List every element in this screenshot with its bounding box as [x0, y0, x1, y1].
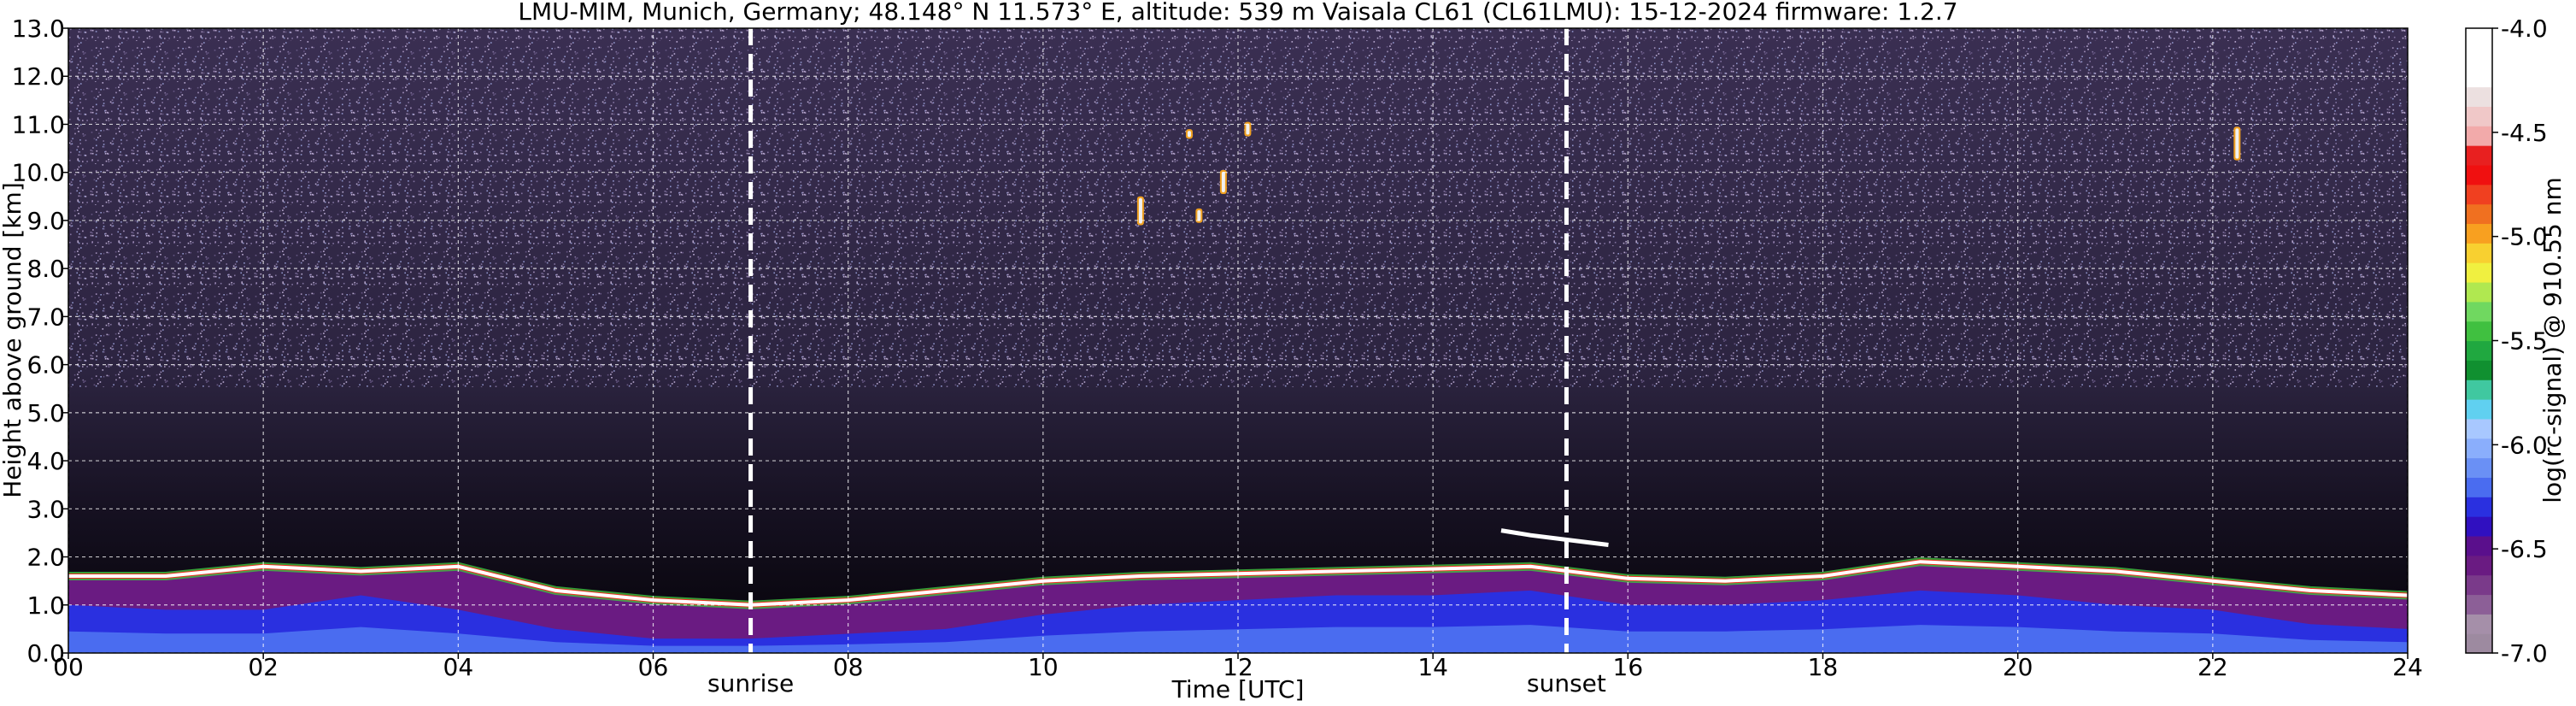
- colorbar-tick-label: -5.0: [2501, 223, 2548, 251]
- x-tick-label: 16: [1613, 653, 1644, 681]
- colorbar-segment: [2466, 516, 2492, 537]
- y-axis-ticks: 0.0 1.0 2.0 3.0 4.0 5.0 6.0 7.0 8.0 9.0 10.0 11.0 12…: [12, 15, 68, 668]
- colorbar: -7.0 -6.5 -6.0 -5.5 -5.0 -4.5 -4.0: [2465, 15, 2548, 668]
- cirrus-cloud-core: [1138, 197, 1142, 224]
- cirrus-cloud-core: [1197, 209, 1201, 221]
- colorbar-segment: [2466, 281, 2492, 303]
- x-tick-label: 22: [2198, 653, 2228, 681]
- colorbar-segment: [2466, 67, 2492, 88]
- sunset-label: sunset: [1527, 669, 1606, 697]
- colorbar-segment: [2466, 184, 2492, 205]
- colorbar-segment: [2466, 399, 2492, 420]
- x-tick-label: 02: [248, 653, 279, 681]
- colorbar-segment: [2466, 379, 2492, 400]
- y-tick-label: 8.0: [26, 255, 65, 283]
- cirrus-cloud-core: [1246, 123, 1250, 135]
- colorbar-segment: [2466, 301, 2492, 322]
- x-tick-label: 00: [53, 653, 84, 681]
- x-tick-label: 06: [638, 653, 669, 681]
- sun-marker-labels: sunrise sunset: [707, 669, 1606, 697]
- colorbar-segment: [2466, 438, 2492, 459]
- x-tick-label: 12: [1223, 653, 1253, 681]
- y-tick-label: 0.0: [26, 639, 65, 668]
- x-tick-label: 24: [2392, 653, 2423, 681]
- colorbar-segment: [2466, 360, 2492, 380]
- colorbar-segment: [2466, 340, 2492, 361]
- cirrus-cloud-core: [1187, 131, 1191, 138]
- colorbar-tick-label: -4.0: [2501, 15, 2548, 43]
- y-axis-label: Height above ground [km]: [0, 182, 26, 498]
- chart-title: LMU-MIM, Munich, Germany; 48.148° N 11.5…: [518, 0, 1957, 26]
- sunrise-label: sunrise: [707, 669, 794, 697]
- colorbar-segment: [2466, 418, 2492, 439]
- y-tick-label: 4.0: [26, 447, 65, 475]
- x-tick-label: 10: [1028, 653, 1059, 681]
- y-tick-label: 3.0: [26, 495, 65, 523]
- colorbar-segment: [2466, 47, 2492, 68]
- colorbar-segment: [2466, 86, 2492, 107]
- colorbar-segment: [2466, 223, 2492, 244]
- y-tick-label: 2.0: [26, 544, 65, 572]
- colorbar-segment: [2466, 535, 2492, 556]
- colorbar-tick-label: -5.5: [2501, 327, 2548, 356]
- x-tick-label: 14: [1417, 653, 1448, 681]
- colorbar-segment: [2466, 633, 2492, 654]
- boundary-layer-edge-white: [68, 560, 2408, 607]
- x-tick-label: 18: [1808, 653, 1839, 681]
- colorbar-segment: [2466, 477, 2492, 497]
- elevated-aerosol-layer: [1500, 528, 1609, 547]
- y-tick-label: 1.0: [26, 591, 65, 620]
- colorbar-segment: [2466, 262, 2492, 283]
- colorbar-tick-label: -6.5: [2501, 535, 2548, 563]
- x-tick-label: 04: [443, 653, 474, 681]
- y-tick-label: 7.0: [26, 303, 65, 331]
- plot-area: [68, 28, 2408, 653]
- colorbar-label: log(rc-signal) @ 910.55 nm: [2538, 177, 2567, 503]
- colorbar-segment: [2466, 28, 2492, 49]
- colorbar-segment: [2466, 457, 2492, 478]
- x-tick-label: 20: [2003, 653, 2033, 681]
- x-axis-label: Time [UTC]: [1171, 675, 1305, 703]
- x-axis-ticks: 00 02 04 06 08 10 12 14 16 18 20 22 24: [53, 653, 2423, 681]
- y-tick-label: 9.0: [26, 207, 65, 235]
- colorbar-segment: [2466, 574, 2492, 596]
- cirrus-cloud-core: [2235, 128, 2239, 159]
- colorbar-segment: [2466, 106, 2492, 126]
- colorbar-segment: [2466, 203, 2492, 225]
- y-tick-label: 6.0: [26, 351, 65, 379]
- colorbar-segment: [2466, 555, 2492, 576]
- y-tick-label: 11.0: [12, 110, 65, 138]
- colorbar-segment: [2466, 126, 2492, 146]
- gridlines: [68, 28, 2408, 653]
- cirrus-cloud-core: [1221, 171, 1225, 192]
- colorbar-tick-label: -4.5: [2501, 119, 2548, 147]
- y-tick-label: 13.0: [12, 15, 65, 43]
- colorbar-tick-label: -6.0: [2501, 431, 2548, 459]
- y-tick-label: 12.0: [12, 62, 65, 91]
- colorbar-segment: [2466, 497, 2492, 517]
- colorbar-segment: [2466, 321, 2492, 342]
- colorbar-segment: [2466, 594, 2492, 615]
- y-tick-label: 10.0: [12, 159, 65, 187]
- y-tick-label: 5.0: [26, 399, 65, 427]
- sun-markers: [748, 28, 1569, 653]
- colorbar-tick-label: -7.0: [2501, 639, 2548, 668]
- colorbar-segment: [2466, 243, 2492, 263]
- x-tick-label: 08: [833, 653, 864, 681]
- colorbar-segment: [2466, 145, 2492, 166]
- colorbar-segment: [2466, 164, 2492, 185]
- colorbar-segment: [2466, 614, 2492, 634]
